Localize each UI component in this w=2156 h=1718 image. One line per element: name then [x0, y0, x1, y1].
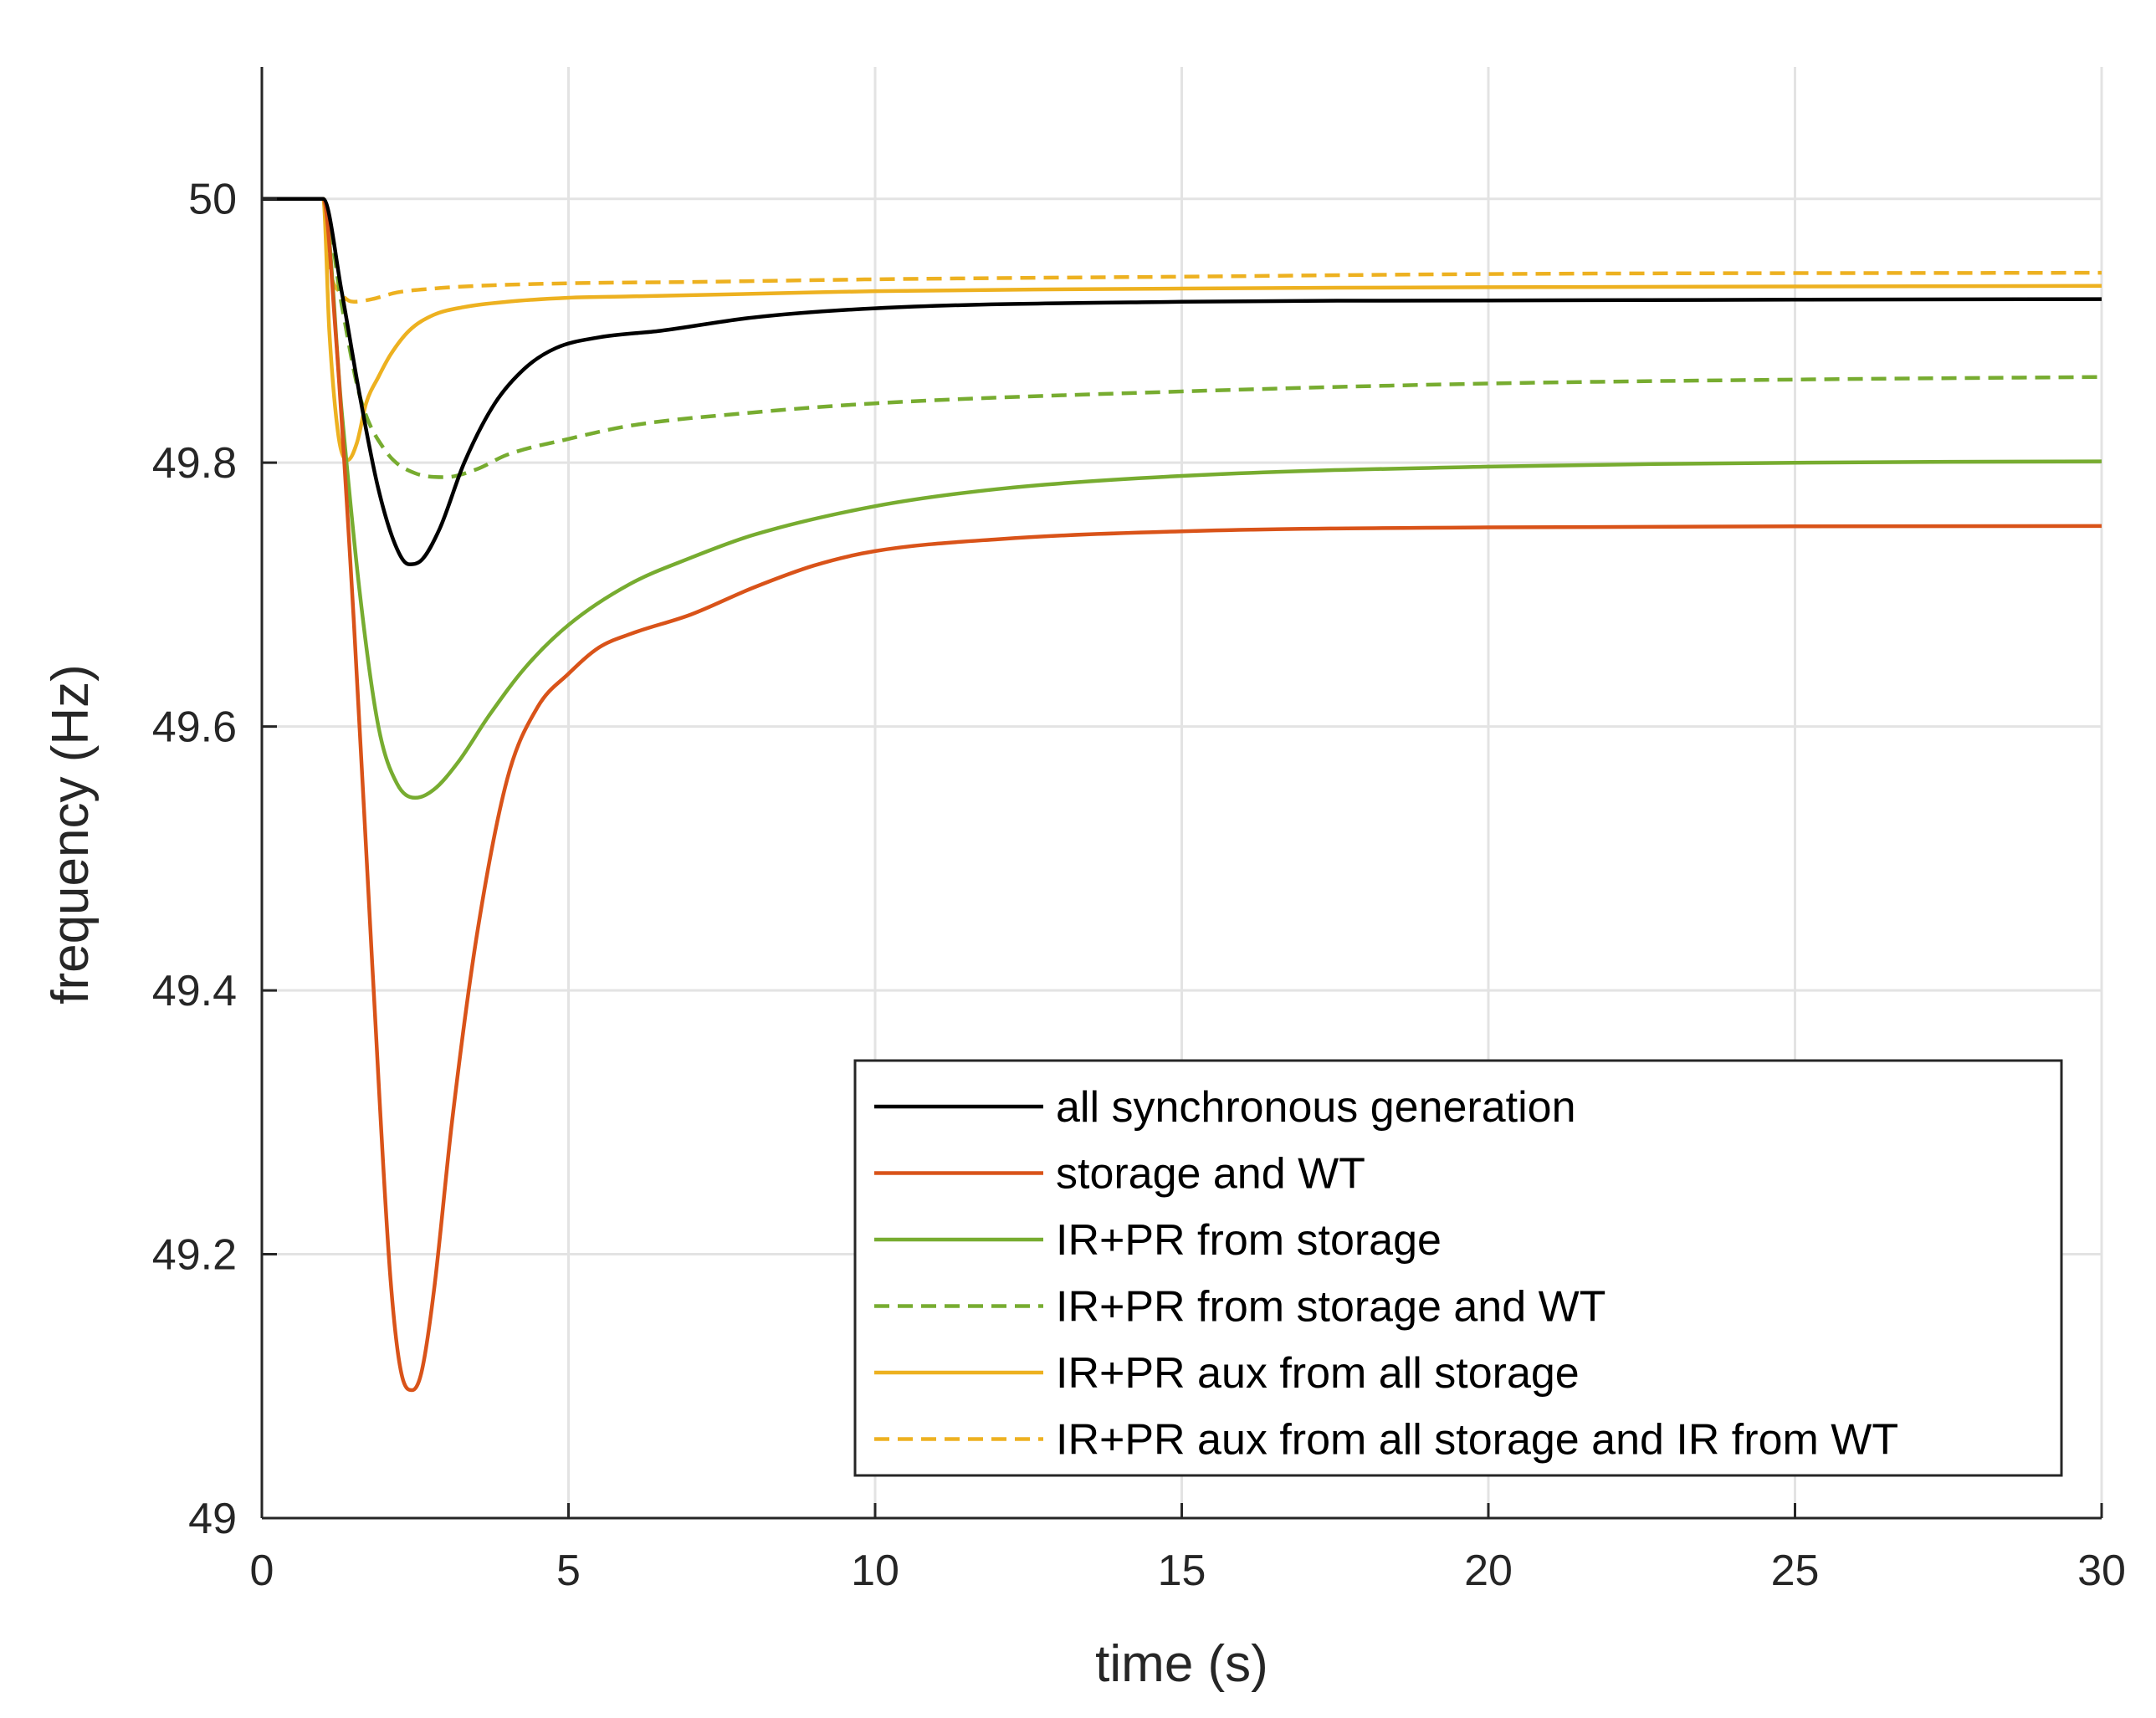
x-tick-label: 30 — [2077, 1547, 2126, 1595]
series-line-ir-pr-aux-from-all-storage-and-ir-from-wt — [262, 197, 2102, 304]
series-line-storage-and-wt — [262, 197, 2102, 1393]
legend-label-storage-and-wt: storage and WT — [1056, 1150, 1365, 1199]
plot-lines — [262, 197, 2102, 1393]
legend: all synchronous generation storage and WT… — [853, 1059, 2063, 1477]
x-tick-label: 20 — [1464, 1547, 1513, 1595]
y-tick-label: 49.2 — [152, 1231, 237, 1280]
y-tick-label: 49.6 — [152, 703, 237, 752]
y-tick-label: 49.4 — [152, 967, 237, 1015]
x-tick-label: 15 — [1158, 1547, 1206, 1595]
x-axis-label: time (s) — [1095, 1635, 1268, 1693]
series-line-ir-pr-from-storage — [262, 197, 2102, 800]
axes — [260, 67, 2103, 1520]
y-tick-label: 49.8 — [152, 439, 237, 488]
x-tick-label: 10 — [851, 1547, 899, 1595]
y-axis-label: frequency (Hz) — [42, 664, 100, 1005]
legend-label-ir-pr-aux-from-all-storage-and-ir-from-wt: IR+PR aux from all storage and IR from W… — [1056, 1416, 1898, 1465]
y-tick-label: 49 — [188, 1495, 237, 1543]
x-tick-label: 0 — [250, 1547, 274, 1595]
legend-label-ir-pr-from-storage-and-wt: IR+PR from storage and WT — [1056, 1283, 1605, 1332]
series-line-ir-pr-aux-from-all-storage — [262, 197, 2102, 463]
series-line-all-synchronous-generation — [262, 197, 2102, 566]
tick-labels: 0 5 10 15 20 25 30 49 49.2 49.4 49.6 49.8 50 — [152, 176, 2126, 1595]
y-tick-label: 50 — [188, 176, 237, 224]
legend-label-ir-pr-from-storage: IR+PR from storage — [1056, 1216, 1442, 1265]
legend-label-all-synchronous-generation: all synchronous generation — [1056, 1083, 1576, 1132]
x-tick-label: 5 — [556, 1547, 581, 1595]
legend-box — [853, 1059, 2063, 1477]
x-tick-label: 25 — [1771, 1547, 1820, 1595]
legend-label-ir-pr-aux-from-all-storage: IR+PR aux from all storage — [1056, 1349, 1580, 1398]
